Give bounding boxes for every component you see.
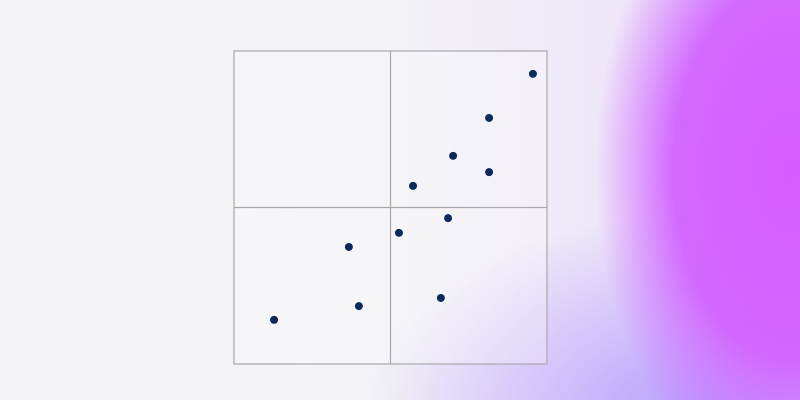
point	[394, 228, 403, 237]
point	[409, 181, 418, 190]
point	[449, 151, 458, 160]
point	[528, 69, 537, 78]
point	[354, 302, 363, 311]
point	[485, 168, 494, 177]
point	[485, 113, 494, 122]
point	[344, 242, 353, 251]
point	[444, 214, 453, 223]
point	[436, 293, 445, 302]
point	[270, 315, 279, 324]
